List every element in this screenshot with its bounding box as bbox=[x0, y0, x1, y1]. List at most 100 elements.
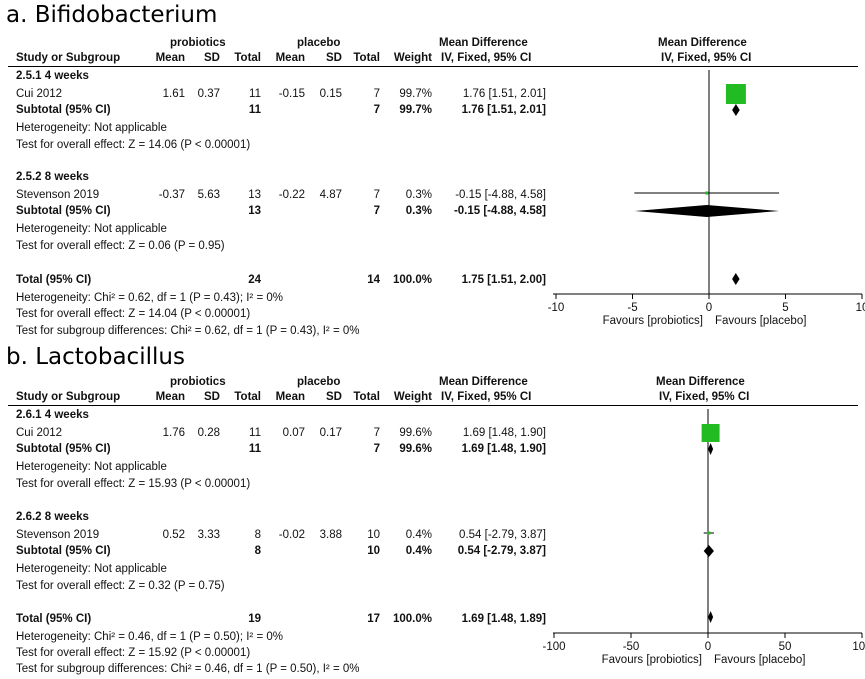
overall-effect-text: Test for overall effect: Z = 0.32 (P = 0… bbox=[16, 580, 225, 592]
subtotal-label: Subtotal (95% CI) bbox=[16, 205, 111, 217]
pooled-diamond bbox=[708, 611, 714, 623]
header-study: Study or Subgroup bbox=[16, 391, 121, 403]
x-tick-label: 10 bbox=[856, 302, 865, 314]
x-tick-label: -5 bbox=[627, 302, 637, 314]
favours-left-label: Favours [probiotics] bbox=[603, 315, 703, 327]
x-tick-label: 100 bbox=[852, 641, 865, 653]
subgroup-label: 2.5.2 8 weeks bbox=[16, 171, 89, 183]
header-rule bbox=[8, 66, 858, 67]
header-method: IV, Fixed, 95% CI bbox=[441, 391, 532, 403]
subtotal-weight: 99.7% bbox=[399, 104, 432, 116]
header-group1: probiotics bbox=[170, 376, 226, 388]
header-mean1: Mean bbox=[155, 52, 185, 64]
study-sd1: 3.33 bbox=[197, 529, 220, 541]
total-n2: 14 bbox=[367, 274, 380, 286]
favours-right-label: Favours [placebo] bbox=[715, 315, 806, 327]
subtotal-n1: 11 bbox=[248, 104, 261, 116]
study-square bbox=[701, 424, 720, 442]
header-mean2: Mean bbox=[275, 52, 305, 64]
study-square bbox=[705, 191, 709, 195]
study-name: Stevenson 2019 bbox=[16, 189, 100, 201]
header-total1: Total bbox=[234, 391, 261, 403]
study-n1: 11 bbox=[249, 427, 261, 439]
header-sd2: SD bbox=[326, 52, 342, 64]
subtotal-weight: 0.4% bbox=[405, 545, 432, 557]
pooled-diamond bbox=[732, 273, 740, 285]
overall-effect-text: Test for overall effect: Z = 14.06 (P < … bbox=[16, 139, 251, 151]
total-label: Total (95% CI) bbox=[16, 274, 92, 286]
study-n1: 13 bbox=[248, 189, 261, 201]
x-tick-label: -10 bbox=[548, 302, 565, 314]
header-md-plot: Mean Difference bbox=[656, 376, 745, 388]
total-ci: 1.75 [1.51, 2.00] bbox=[461, 274, 546, 286]
study-ci: 0.54 [-2.79, 3.87] bbox=[459, 529, 546, 541]
footer-subgroup-differences: Test for subgroup differences: Chi² = 0.… bbox=[16, 325, 360, 337]
x-tick-label: -50 bbox=[623, 641, 640, 653]
study-n2: 7 bbox=[373, 427, 380, 439]
header-md: Mean Difference bbox=[439, 376, 528, 388]
header-weight: Weight bbox=[393, 391, 432, 403]
study-name: Cui 2012 bbox=[16, 88, 63, 100]
header-rule bbox=[8, 405, 858, 406]
total-weight: 100.0% bbox=[392, 613, 432, 625]
subtotal-n1: 13 bbox=[248, 205, 261, 217]
study-sd2: 4.87 bbox=[319, 189, 342, 201]
favours-right-label: Favours [placebo] bbox=[714, 654, 805, 666]
study-mean2: -0.15 bbox=[278, 88, 305, 100]
subtotal-label: Subtotal (95% CI) bbox=[16, 104, 111, 116]
footer-overall-effect: Test for overall effect: Z = 14.04 (P < … bbox=[16, 308, 251, 320]
heterogeneity-text: Heterogeneity: Not applicable bbox=[16, 563, 167, 575]
study-sd1: 0.28 bbox=[197, 427, 220, 439]
x-tick-label: 5 bbox=[782, 302, 788, 314]
subgroup-label: 2.5.1 4 weeks bbox=[16, 70, 89, 82]
study-mean1: -0.37 bbox=[158, 189, 185, 201]
heterogeneity-text: Heterogeneity: Not applicable bbox=[16, 223, 167, 235]
overall-effect-text: Test for overall effect: Z = 15.93 (P < … bbox=[16, 478, 251, 490]
subgroup-label: 2.6.1 4 weeks bbox=[16, 409, 89, 421]
study-weight: 99.7% bbox=[399, 88, 432, 100]
forest-plot-lactobacillus: -100 -50 0 50 100 Favours [probiotics] Favours… bbox=[542, 409, 865, 666]
total-weight: 100.0% bbox=[392, 274, 432, 286]
study-ci: 1.76 [1.51, 2.01] bbox=[462, 88, 546, 100]
subtotal-weight: 0.3% bbox=[405, 205, 432, 217]
study-sd2: 0.15 bbox=[319, 88, 342, 100]
pooled-diamond bbox=[708, 443, 714, 455]
header-study: Study or Subgroup bbox=[16, 52, 121, 64]
study-sd2: 0.17 bbox=[319, 427, 342, 439]
header-method: IV, Fixed, 95% CI bbox=[441, 52, 532, 64]
subtotal-ci: 0.54 [-2.79, 3.87] bbox=[457, 545, 546, 557]
study-mean1: 0.52 bbox=[162, 529, 185, 541]
subtotal-n1: 11 bbox=[248, 443, 261, 455]
panel-lactobacillus: b. Lactobacillus probiotics placebo Mean… bbox=[0, 340, 865, 679]
heterogeneity-text: Heterogeneity: Not applicable bbox=[16, 461, 167, 473]
subtotal-weight: 99.6% bbox=[399, 443, 432, 455]
subtotal-n2: 7 bbox=[373, 104, 380, 116]
subtotal-n2: 7 bbox=[373, 205, 380, 217]
total-n1: 19 bbox=[248, 613, 261, 625]
pooled-diamond bbox=[703, 545, 714, 557]
header-total2: Total bbox=[353, 52, 380, 64]
study-mean2: -0.02 bbox=[278, 529, 305, 541]
header-group1: probiotics bbox=[170, 37, 226, 49]
footer-subgroup-differences: Test for subgroup differences: Chi² = 0.… bbox=[16, 663, 360, 675]
study-weight: 0.3% bbox=[405, 189, 432, 201]
panel-title: a. Bifidobacterium bbox=[6, 2, 218, 28]
study-n1: 11 bbox=[249, 88, 261, 100]
x-tick-label: 0 bbox=[706, 302, 712, 314]
panel-title: b. Lactobacillus bbox=[6, 344, 185, 370]
subtotal-n2: 10 bbox=[367, 545, 380, 557]
header-method-plot: IV, Fixed, 95% CI bbox=[659, 391, 750, 403]
header-mean1: Mean bbox=[155, 391, 185, 403]
subgroup-label: 2.6.2 8 weeks bbox=[16, 511, 89, 523]
x-tick-label: 0 bbox=[705, 641, 711, 653]
study-weight: 0.4% bbox=[405, 529, 432, 541]
header-sd2: SD bbox=[326, 391, 342, 403]
header-total2: Total bbox=[353, 391, 380, 403]
study-n2: 7 bbox=[373, 88, 380, 100]
study-sd2: 3.88 bbox=[319, 529, 342, 541]
study-n2: 7 bbox=[373, 189, 380, 201]
study-n1: 8 bbox=[254, 529, 261, 541]
header-method-plot: IV, Fixed, 95% CI bbox=[661, 52, 752, 64]
study-weight: 99.6% bbox=[399, 427, 432, 439]
header-total1: Total bbox=[234, 52, 261, 64]
